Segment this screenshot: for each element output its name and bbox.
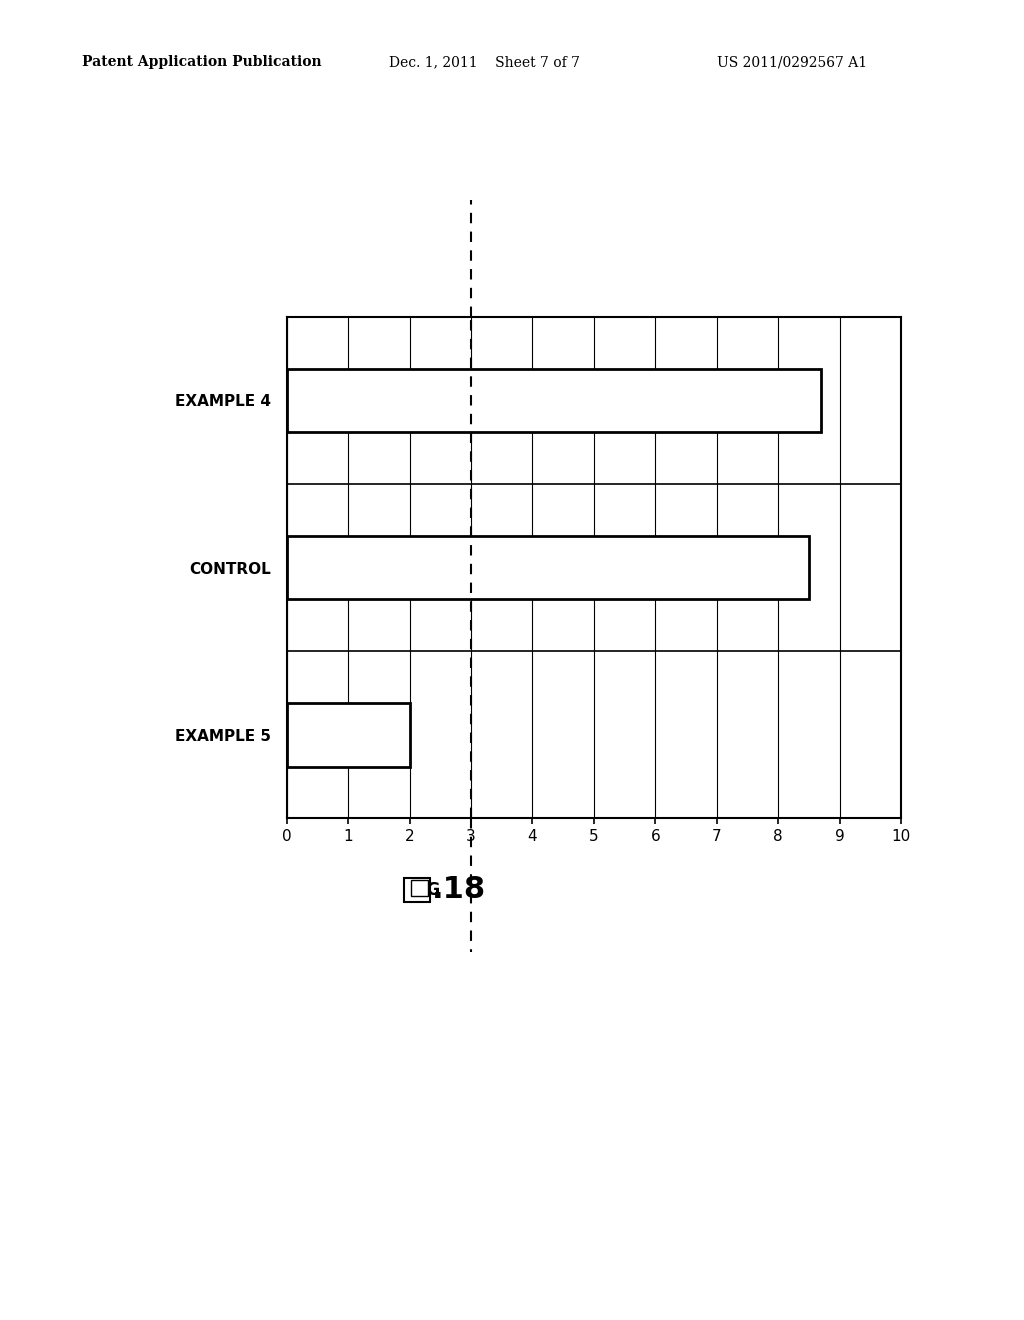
Text: US 2011/0292567 A1: US 2011/0292567 A1 (717, 55, 867, 70)
Bar (287, 368, 821, 432)
Bar (287, 704, 410, 767)
Text: .18: .18 (432, 875, 486, 904)
Text: Dec. 1, 2011    Sheet 7 of 7: Dec. 1, 2011 Sheet 7 of 7 (389, 55, 581, 70)
Bar (287, 536, 809, 599)
Text: FIG: FIG (410, 880, 441, 899)
Text: Patent Application Publication: Patent Application Publication (82, 55, 322, 70)
